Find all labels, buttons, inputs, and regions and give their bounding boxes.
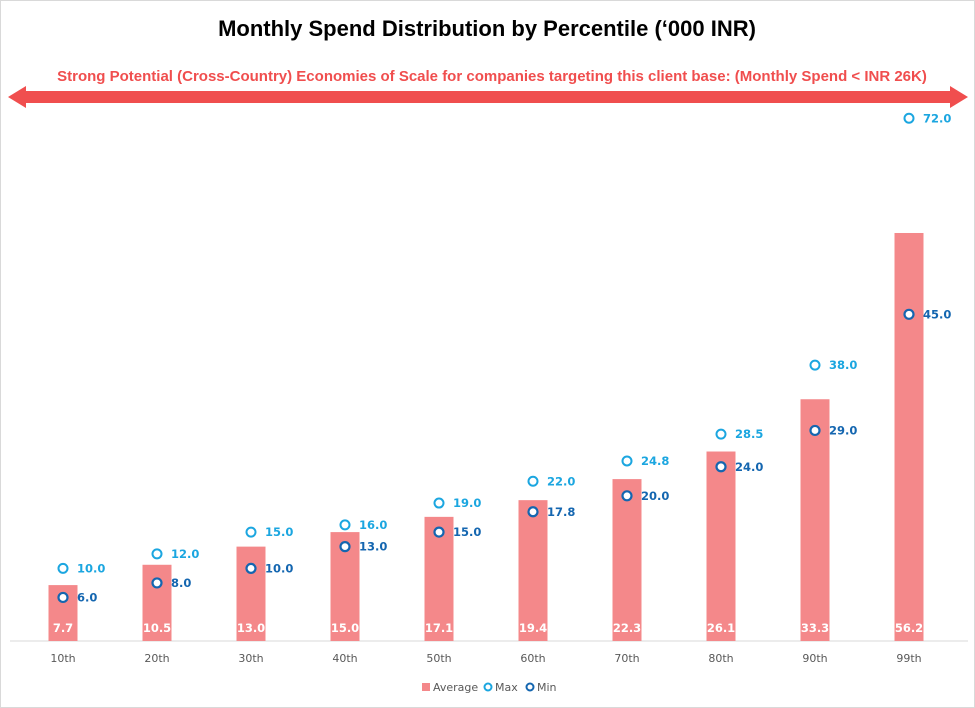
chart-title: Monthly Spend Distribution by Percentile… (218, 16, 756, 41)
max-point-80th (715, 428, 727, 440)
average-label-60th: 19.4 (519, 621, 547, 635)
max-point-40th (339, 519, 351, 531)
x-tick-10th: 10th (50, 652, 75, 665)
max-label-60th: 22.0 (547, 474, 575, 488)
average-label-90th: 33.3 (801, 621, 829, 635)
min-label-10th: 6.0 (77, 590, 97, 604)
x-tick-20th: 20th (144, 652, 169, 665)
max-point-50th (433, 497, 445, 509)
x-tick-50th: 50th (426, 652, 451, 665)
min-point-70th (621, 490, 633, 502)
max-label-99th: 72.0 (923, 111, 951, 125)
max-label-30th: 15.0 (265, 525, 293, 539)
average-label-50th: 17.1 (425, 621, 453, 635)
min-label-70th: 20.0 (641, 489, 669, 503)
min-point-10th (57, 591, 69, 604)
min-point-60th (527, 506, 539, 518)
average-labels: 7.7 10.5 13.0 15.0 17.1 19.4 22.3 26.1 33.3 56.2 (53, 621, 923, 635)
max-point-60th (527, 475, 539, 487)
legend-average-swatch (422, 683, 430, 691)
x-tick-70th: 70th (614, 652, 639, 665)
average-label-99th: 56.2 (895, 621, 923, 635)
x-tick-80th: 80th (708, 652, 733, 665)
min-point-20th (151, 577, 163, 589)
min-label-50th: 15.0 (453, 525, 481, 539)
bar-average-60th (518, 500, 548, 641)
legend: Average Max Min (422, 681, 557, 694)
average-label-20th: 10.5 (143, 621, 171, 635)
double-arrow-annotation (8, 86, 968, 108)
max-label-20th: 12.0 (171, 547, 199, 561)
min-label-80th: 24.0 (735, 460, 763, 474)
average-label-10th: 7.7 (53, 621, 73, 635)
x-tick-labels: 10th 20th 30th 40th 50th 60th 70th 80th 90th 99th (50, 652, 921, 665)
max-label-10th: 10.0 (77, 561, 105, 575)
bar-average-70th (612, 479, 642, 641)
max-point-90th (809, 359, 821, 371)
x-tick-30th: 30th (238, 652, 263, 665)
min-point-90th (809, 424, 821, 437)
average-label-80th: 26.1 (707, 621, 735, 635)
max-points: 10.0 12.0 15.0 16.0 19.0 22.0 24.8 28.5 38.0 72.0 (57, 111, 951, 575)
annotation-text: Strong Potential (Cross-Country) Economi… (57, 68, 927, 85)
average-label-40th: 15.0 (331, 621, 359, 635)
max-label-90th: 38.0 (829, 358, 857, 372)
max-point-20th (151, 548, 163, 560)
min-point-40th (339, 541, 351, 553)
x-tick-60th: 60th (520, 652, 545, 665)
max-label-70th: 24.8 (641, 454, 669, 468)
max-point-10th (57, 562, 69, 574)
bars-group (48, 232, 924, 641)
min-label-60th: 17.8 (547, 505, 575, 519)
x-tick-90th: 90th (802, 652, 827, 665)
max-point-70th (621, 455, 633, 467)
bar-average-99th (894, 232, 924, 641)
min-point-30th (245, 562, 257, 575)
bar-average-30th (236, 546, 266, 641)
min-label-30th: 10.0 (265, 561, 293, 575)
legend-max-marker (483, 682, 493, 692)
x-tick-40th: 40th (332, 652, 357, 665)
max-point-99th (903, 112, 915, 124)
bar-average-80th (706, 451, 736, 641)
min-label-40th: 13.0 (359, 540, 387, 554)
min-point-80th (715, 461, 727, 473)
min-label-20th: 8.0 (171, 576, 191, 590)
x-tick-99th: 99th (896, 652, 921, 665)
average-label-70th: 22.3 (613, 621, 641, 635)
legend-average-label: Average (433, 681, 478, 694)
min-point-50th (433, 526, 445, 538)
max-label-50th: 19.0 (453, 496, 481, 510)
legend-min-label: Min (537, 681, 557, 694)
legend-min-marker (525, 682, 535, 692)
max-label-40th: 16.0 (359, 518, 387, 532)
max-label-80th: 28.5 (735, 427, 763, 441)
min-point-99th (903, 308, 915, 320)
min-points: 6.0 8.0 10.0 13.0 15.0 17.8 20.0 24.0 29.0 45.0 (57, 307, 951, 604)
min-label-90th: 29.0 (829, 423, 857, 437)
average-label-30th: 13.0 (237, 621, 265, 635)
bar-average-90th (800, 399, 830, 641)
legend-max-label: Max (495, 681, 518, 694)
min-label-99th: 45.0 (923, 307, 951, 321)
max-point-30th (245, 526, 257, 538)
